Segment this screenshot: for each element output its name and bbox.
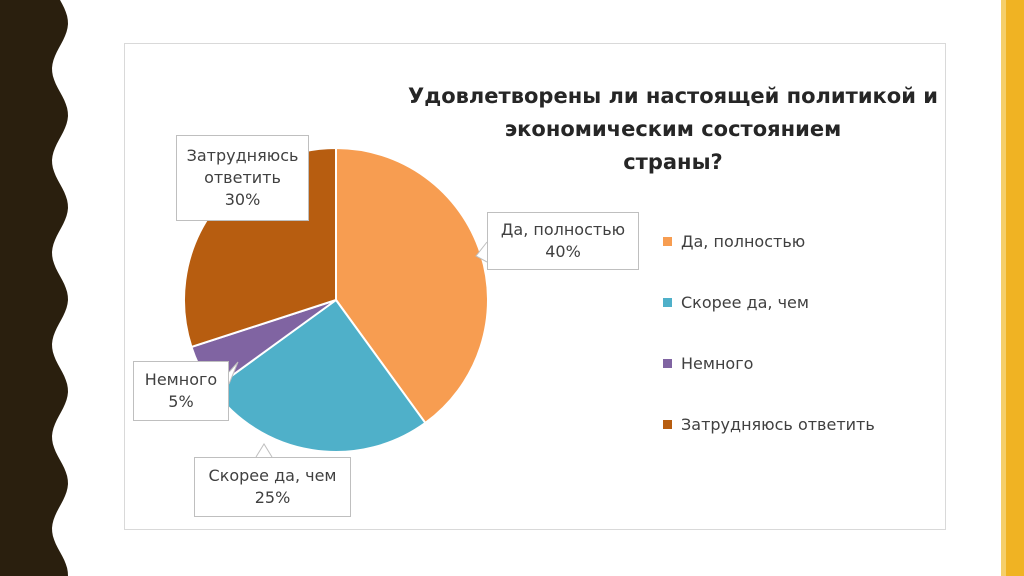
- legend-swatch: [663, 237, 672, 246]
- data-label-skoree-da: Скорее да, чем 25%: [194, 457, 351, 517]
- right-accent-bar: [1006, 0, 1024, 576]
- legend-label: Затрудняюсь ответить: [681, 415, 875, 434]
- chart-title-line-2: экономическим состоянием: [504, 117, 842, 141]
- data-label-value: 25%: [254, 488, 291, 507]
- legend-item-zatrudnyayus: Затрудняюсь ответить: [663, 415, 875, 434]
- data-label-name: Затрудняюсь: [186, 146, 299, 165]
- legend-item-skoree-da: Скорее да, чем: [663, 293, 809, 312]
- legend-label: Скорее да, чем: [681, 293, 809, 312]
- data-label-value: 40%: [545, 242, 581, 261]
- chart-title: Удовлетворены ли настоящей политикой и э…: [393, 80, 953, 179]
- legend-label: Немного: [681, 354, 754, 373]
- data-label-pointer: [475, 241, 488, 263]
- chart-title-line-3: страны?: [623, 150, 723, 174]
- data-label-nemnogo: Немного 5%: [133, 361, 229, 421]
- data-label-zatrudnyayus: Затрудняюсь ответить 30%: [176, 135, 309, 221]
- data-label-value: 5%: [168, 392, 194, 411]
- right-accent-bar-edge: [1001, 0, 1006, 576]
- data-label-pointer: [255, 443, 273, 458]
- left-decorative-band: [0, 0, 68, 576]
- legend-item-da-polnostyu: Да, полностью: [663, 232, 805, 251]
- pie-slice-skoree-da: [211, 298, 427, 453]
- legend-label: Да, полностью: [681, 232, 806, 251]
- legend-swatch: [663, 420, 672, 429]
- legend-swatch: [663, 298, 672, 307]
- chart-title-line-1: Удовлетворены ли настоящей политикой и: [408, 84, 938, 108]
- legend-item-nemnogo: Немного: [663, 354, 753, 373]
- data-label-pointer: [228, 361, 239, 385]
- data-label-name-2: ответить: [204, 168, 281, 187]
- legend-swatch: [663, 359, 672, 368]
- data-label-name: Немного: [144, 370, 218, 389]
- data-label-da-polnostyu: Да, полностью 40%: [487, 212, 639, 270]
- data-label-value: 30%: [224, 190, 261, 209]
- data-label-name: Скорее да, чем: [208, 466, 337, 485]
- data-label-name: Да, полностью: [500, 220, 626, 239]
